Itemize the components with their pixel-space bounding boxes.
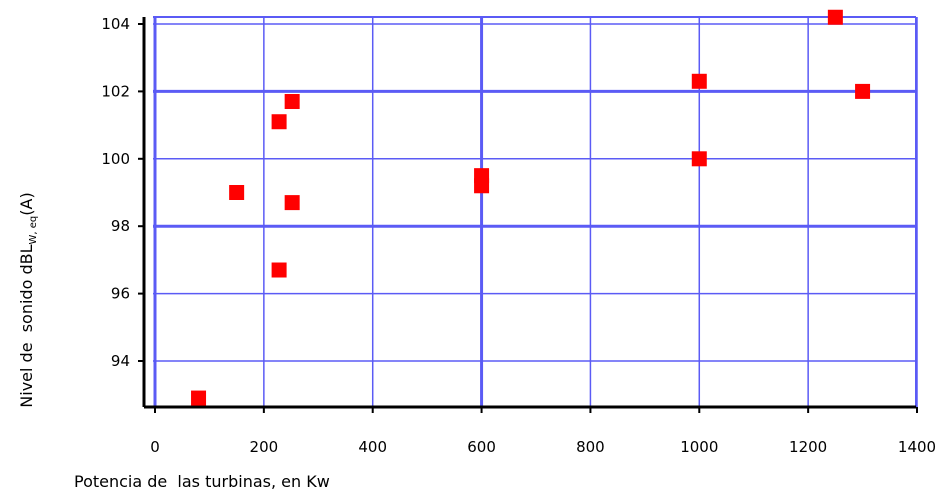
data-point — [691, 151, 707, 167]
y-tick-label: 104 — [101, 15, 130, 33]
data-point — [191, 390, 207, 406]
x-tick-label: 800 — [576, 438, 605, 456]
data-point — [855, 83, 871, 99]
x-tick-label: 0 — [150, 438, 160, 456]
x-tick-label: 1200 — [789, 438, 827, 456]
data-point — [271, 114, 287, 130]
x-tick-label: 1000 — [680, 438, 718, 456]
y-tick-label: 102 — [101, 82, 130, 100]
y-tick-label: 94 — [111, 352, 130, 370]
y-axis-label-suffix: (A) — [16, 192, 36, 216]
x-axis-label: Potencia de las turbinas, en Kw — [74, 472, 330, 491]
grid — [153, 16, 918, 407]
x-tick-label: 600 — [467, 438, 496, 456]
data-point — [284, 195, 300, 211]
y-tick-label: 100 — [101, 150, 130, 168]
data-point — [229, 185, 245, 200]
x-tick-label: 400 — [358, 438, 387, 456]
y-axis-label-main: Nivel de sonido dBL — [16, 244, 36, 408]
y-tick-label: 96 — [111, 285, 130, 303]
y-axis-label-subscript: W, eq — [28, 215, 40, 245]
data-point — [284, 94, 300, 110]
y-axis-label: Nivel de sonido dBLW, eq(A) — [17, 192, 39, 407]
x-tick-label: 1400 — [898, 438, 936, 456]
data-point — [827, 9, 843, 25]
axes — [138, 17, 918, 413]
data-point — [271, 262, 287, 278]
x-tick-label: 200 — [250, 438, 279, 456]
scatter-chart: 94 96 98 100 102 104 0 200 400 600 800 1000 1200 1400 — [101, 9, 936, 456]
tick-labels: 94 96 98 100 102 104 0 200 400 600 800 1000 1200 1400 — [101, 15, 936, 456]
data-point — [474, 168, 490, 184]
y-tick-label: 98 — [111, 217, 130, 235]
data-points — [191, 9, 871, 406]
data-point — [691, 73, 707, 89]
